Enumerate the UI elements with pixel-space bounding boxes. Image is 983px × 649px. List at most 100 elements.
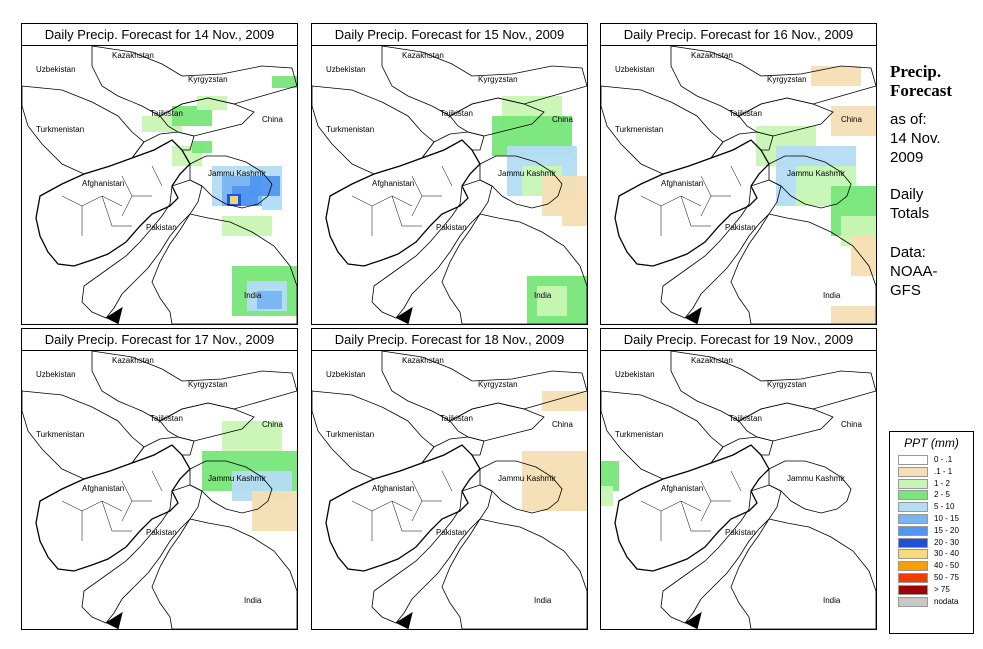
map-label: Uzbekistan [326,65,366,74]
precip-cell [811,66,861,86]
map-svg: Uzbekistan Kazakhstan Kyrgyzstan Tajikistan… [312,351,587,629]
as-of-line3: 2009 [890,149,924,166]
precip-map: Uzbekistan Kazakhstan Kyrgyzstan Tajikistan… [22,351,297,629]
map-label: Pakistan [146,528,177,537]
map-label: Tajikistan [440,414,473,423]
precip-map: Uzbekistan Kazakhstan Kyrgyzstan Tajikistan… [601,46,876,324]
legend-item: 40 - 50 [890,560,973,572]
legend-swatch [898,596,928,607]
map-label: China [841,115,862,124]
kyrgyzstan-outline [159,97,255,137]
panel-title: Daily Precip. Forecast for 19 Nov., 2009 [601,329,876,351]
map-svg: Uzbekistan Kazakhstan Kyrgyzstan Tajikistan… [601,351,876,629]
india-outline [730,213,876,324]
pakistan-outline [81,484,203,624]
map-label: Kyrgyzstan [478,75,518,84]
forecast-panel-5: Daily Precip. Forecast for 18 Nov., 2009… [311,328,588,630]
legend-item: .1 - 1 [890,466,973,478]
legend-label: 20 - 30 [934,537,959,547]
pakistan-outline [371,179,493,319]
legend-label: .1 - 1 [934,466,953,476]
map-label: Afghanistan [372,179,414,188]
pakistan-outline [660,484,782,624]
kashmir-outline [768,460,852,514]
india-outline [151,213,297,324]
legend-swatch [898,502,928,513]
kashmir-outline [189,460,273,514]
kyrgyzstan-outline [738,97,834,137]
precip-cell [262,196,282,210]
map-svg: Uzbekistan Kazakhstan Kyrgyzstan Tajikistan… [22,46,297,324]
precip-cell [601,461,619,491]
map-label: Uzbekistan [326,370,366,379]
map-label: China [262,420,283,429]
map-label: Afghanistan [82,484,124,493]
afghanistan-outline [325,139,481,267]
map-label: Kyrgyzstan [188,380,228,389]
kashmir-outline [479,460,563,514]
legend-swatch [898,455,928,465]
map-label: Tajikistan [440,109,473,118]
forecast-panel-4: Daily Precip. Forecast for 17 Nov., 2009… [21,328,298,630]
india-outline [441,518,587,629]
legend-swatch [898,572,928,583]
map-label: China [552,420,573,429]
pakistan-outline [371,484,493,624]
province-borders [351,165,453,236]
precip-cell [197,96,227,110]
kyrgyzstan-outline [449,97,545,137]
pakistan-outline [660,179,782,319]
precip-cell [562,196,587,226]
coastline [105,611,123,629]
coastline [684,611,702,629]
map-label: India [534,596,552,605]
precip-cell [252,491,297,531]
map-label: Jammu Kashmir [498,169,556,178]
coastline [684,306,702,324]
map-label: Kazakhstan [112,356,154,365]
kazakhstan-outline [91,46,297,117]
map-label: Jammu Kashmir [498,474,556,483]
forecast-panel-3: Daily Precip. Forecast for 16 Nov., 2009… [600,23,877,325]
panel-title: Daily Precip. Forecast for 14 Nov., 2009 [22,24,297,46]
legend-rows: 0 - .1 .1 - 1 1 - 2 2 - 5 5 - 10 10 - 15 15 - … [890,454,973,607]
legend-title: PPT (mm) [904,436,959,450]
kazakhstan-outline [381,351,587,422]
precip-map: Uzbekistan Kazakhstan Kyrgyzstan Tajikistan… [22,46,297,324]
province-borders [61,165,163,236]
map-label: Turkmenistan [326,125,374,134]
precip-cell [192,141,212,153]
legend-swatch [898,466,928,477]
legend-swatch [898,478,928,489]
precip-cell [831,106,876,136]
kazakhstan-outline [91,351,297,422]
data-source-line1: Data: [890,244,926,261]
map-label: Jammu Kashmir [787,169,845,178]
legend-label: nodata [934,596,959,606]
precip-cell [851,236,876,276]
as-of-line2: 14 Nov. [890,130,941,147]
map-label: Kazakhstan [691,51,733,60]
data-source: Data: NOAA- GFS [890,243,938,300]
coastline [395,611,413,629]
data-source-line2: NOAA- [890,263,938,280]
totals-line2: Totals [890,205,930,222]
afghanistan-outline [614,139,770,267]
kazakhstan-outline [670,46,876,117]
legend-label: 50 - 75 [934,572,959,582]
precip-cell [542,391,587,411]
legend-item: 50 - 75 [890,572,973,584]
totals-note: Daily Totals [890,185,929,223]
map-svg: Uzbekistan Kazakhstan Kyrgyzstan Tajikistan… [312,46,587,324]
kashmir-outline [189,155,273,209]
map-label: Turkmenistan [326,430,374,439]
panel-title: Daily Precip. Forecast for 18 Nov., 2009 [312,329,587,351]
map-label: Jammu Kashmir [208,474,266,483]
precip-cell [222,216,272,236]
panel-title: Daily Precip. Forecast for 15 Nov., 2009 [312,24,587,46]
kazakhstan-outline [381,46,587,117]
legend-label: 30 - 40 [934,549,959,559]
map-label: Kazakhstan [691,356,733,365]
precip-cell [172,106,212,126]
legend-item: nodata [890,596,973,608]
